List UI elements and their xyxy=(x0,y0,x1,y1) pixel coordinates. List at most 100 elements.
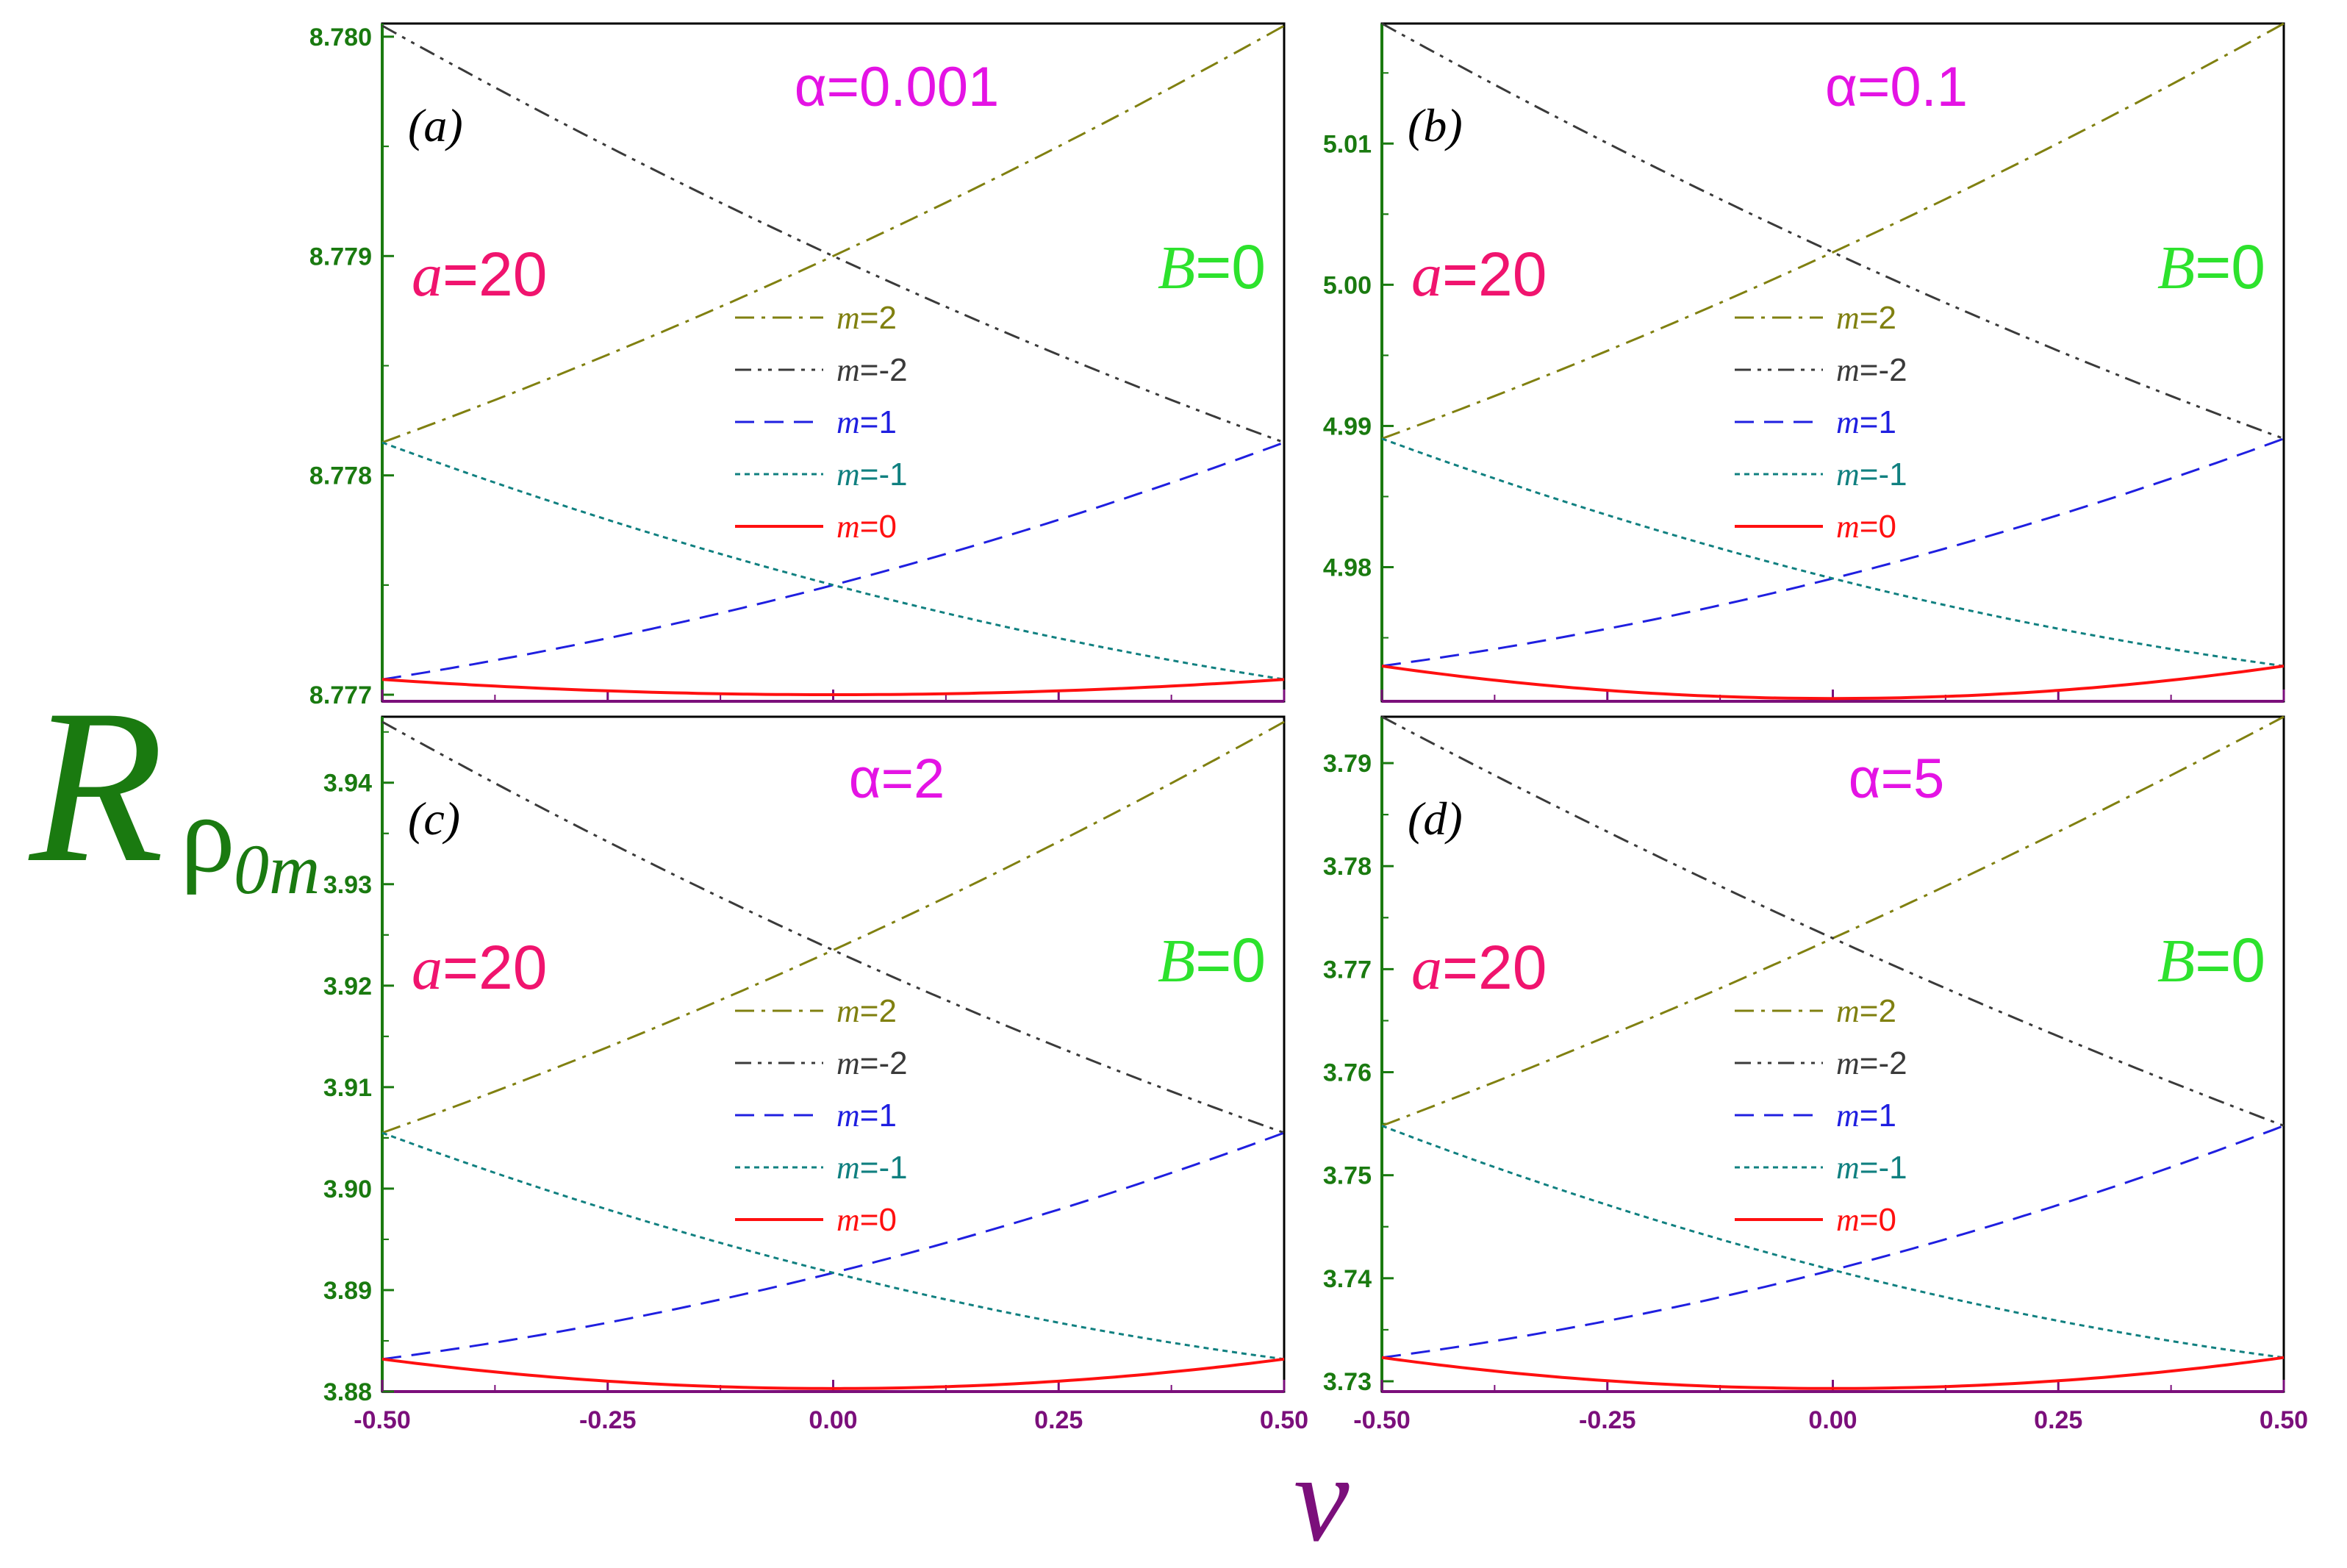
legend-label: m=-1 xyxy=(1836,1150,1907,1186)
legend-label: m=0 xyxy=(836,1202,897,1238)
legend-label: m=-1 xyxy=(836,457,908,493)
b-annotation: B=0 xyxy=(2157,926,2265,995)
legend-label: m=0 xyxy=(1836,1202,1896,1238)
y-tick-label: 8.777 xyxy=(309,681,372,709)
legend: m=2 m=-2 m=1 m=-1 m=0 xyxy=(735,300,908,545)
x-tick-label: 0.00 xyxy=(1808,1406,1857,1434)
y-label-sub: ρ xyxy=(180,773,235,895)
y-tick-label: 3.92 xyxy=(323,973,372,1000)
panel-label: (c) xyxy=(408,792,460,845)
a-annotation: a=20 xyxy=(412,240,548,309)
legend-label: m=-1 xyxy=(836,1150,908,1186)
y-tick-label: 3.90 xyxy=(323,1175,372,1203)
series-line-m0 xyxy=(1381,1356,2285,1390)
series-line-m0 xyxy=(381,1357,1285,1390)
plot-frame xyxy=(381,715,1286,1393)
a-annotation: a=20 xyxy=(412,933,548,1003)
legend-label: m=-2 xyxy=(1836,352,1907,388)
legend-label: m=2 xyxy=(836,300,897,336)
y-tick-label: 3.89 xyxy=(323,1277,372,1305)
x-tick-label: 0.50 xyxy=(2260,1406,2308,1434)
b-annotation: B=0 xyxy=(1158,232,1266,302)
legend-label: m=2 xyxy=(1836,993,1896,1029)
series-line-m1 xyxy=(1381,437,2285,667)
y-label-main: R xyxy=(26,664,164,908)
y-tick-label: 5.01 xyxy=(1323,130,1372,158)
series-line-m2 xyxy=(1381,715,2285,1127)
x-tick-label: 0.25 xyxy=(1034,1406,1083,1434)
legend-label: m=1 xyxy=(1836,1098,1896,1134)
y-tick-label: 3.76 xyxy=(1323,1059,1372,1087)
panel-label: (d) xyxy=(1408,792,1463,845)
panel-label: (a) xyxy=(408,99,463,151)
y-tick-label: 8.779 xyxy=(309,243,372,271)
legend-label: m=-2 xyxy=(1836,1045,1907,1081)
y-tick-label: 3.77 xyxy=(1323,956,1372,984)
series-line-mneg2 xyxy=(1381,715,2285,1127)
y-tick-label: 3.88 xyxy=(323,1378,372,1406)
series-line-m0 xyxy=(381,678,1285,696)
legend-label: m=-2 xyxy=(836,1045,908,1081)
alpha-annotation: α=2 xyxy=(849,748,945,810)
series-line-m1 xyxy=(381,1131,1285,1361)
y-tick-label: 8.778 xyxy=(309,462,372,490)
series-line-m1 xyxy=(381,441,1285,681)
plot-frame xyxy=(1380,22,2285,703)
b-annotation: B=0 xyxy=(2157,232,2265,302)
series-line-m1 xyxy=(1381,1125,2285,1359)
series-line-m2 xyxy=(1381,22,2285,440)
series-line-mneg1 xyxy=(381,1131,1285,1361)
legend: m=2 m=-2 m=1 m=-1 m=0 xyxy=(1735,993,1907,1238)
series-line-mneg1 xyxy=(1381,437,2285,667)
series-line-mneg2 xyxy=(381,24,1285,444)
y-tick-label: 3.91 xyxy=(323,1074,372,1102)
y-tick-label: 3.94 xyxy=(323,770,372,798)
y-tick-label: 4.99 xyxy=(1323,412,1372,440)
x-tick-label: -0.50 xyxy=(354,1406,411,1434)
series-line-m0 xyxy=(1381,665,2285,701)
global-y-label: R ρ 0m xyxy=(26,664,320,909)
legend-label: m=1 xyxy=(836,1098,897,1134)
series-line-mneg1 xyxy=(1381,1125,2285,1359)
plot-frame xyxy=(1380,715,2285,1393)
legend-label: m=0 xyxy=(836,509,897,545)
y-tick-label: 8.780 xyxy=(309,24,372,51)
y-tick-label: 3.75 xyxy=(1323,1162,1372,1190)
panels: 8.777 8.778 8.779 8.780 m=2 m=-2 m=1 m=-1 m=0 (a)… xyxy=(309,22,2308,1434)
y-tick-label: 4.98 xyxy=(1323,554,1372,582)
series-line-mneg1 xyxy=(381,441,1285,681)
y-tick-label: 3.78 xyxy=(1323,853,1372,881)
y-tick-label: 3.79 xyxy=(1323,750,1372,778)
panel-b: 4.98 4.99 5.00 5.01 m=2 m=-2 m=1 m=-1 m=0 (b) α=0.… xyxy=(1323,22,2285,703)
x-tick-label: 0.25 xyxy=(2034,1406,2082,1434)
panel-a: 8.777 8.778 8.779 8.780 m=2 m=-2 m=1 m=-1 m=0 (a)… xyxy=(309,22,1286,709)
legend-label: m=-2 xyxy=(836,352,908,388)
series-line-m2 xyxy=(381,720,1285,1134)
legend-label: m=0 xyxy=(1836,509,1896,545)
panel-label: (b) xyxy=(1408,99,1463,151)
legend: m=2 m=-2 m=1 m=-1 m=0 xyxy=(1735,300,1907,545)
x-tick-label: -0.25 xyxy=(1579,1406,1636,1434)
y-label-sub2: 0m xyxy=(234,830,320,909)
legend-label: m=-1 xyxy=(1836,457,1907,493)
series-line-mneg2 xyxy=(381,720,1285,1134)
x-tick-label: 0.00 xyxy=(809,1406,857,1434)
legend-label: m=2 xyxy=(1836,300,1896,336)
a-annotation: a=20 xyxy=(1411,240,1547,309)
y-tick-label: 5.00 xyxy=(1323,271,1372,299)
legend-label: m=2 xyxy=(836,993,897,1029)
legend: m=2 m=-2 m=1 m=-1 m=0 xyxy=(735,993,908,1238)
y-tick-label: 3.74 xyxy=(1323,1265,1372,1293)
x-tick-label: -0.50 xyxy=(1353,1406,1411,1434)
alpha-annotation: α=5 xyxy=(1849,748,1945,810)
y-tick-label: 3.93 xyxy=(323,871,372,899)
b-annotation: B=0 xyxy=(1158,926,1266,995)
alpha-annotation: α=0.001 xyxy=(795,56,1000,118)
alpha-annotation: α=0.1 xyxy=(1825,56,1968,118)
legend-label: m=1 xyxy=(1836,404,1896,440)
panel-d: 3.73 3.74 3.75 3.76 3.77 3.78 3.79 -0.50 -0.25 0.… xyxy=(1323,715,2308,1434)
series-line-m2 xyxy=(381,24,1285,444)
y-tick-label: 3.73 xyxy=(1323,1368,1372,1396)
global-x-label: ν xyxy=(1294,1429,1350,1567)
